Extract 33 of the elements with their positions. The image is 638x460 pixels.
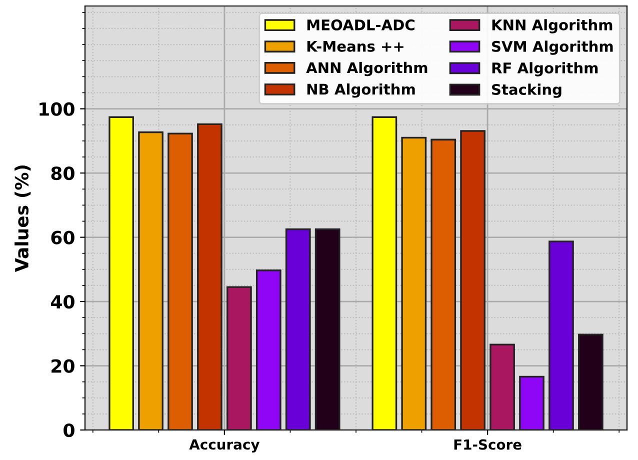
- x-tick-label: F1-Score: [454, 439, 522, 450]
- legend-label: RF Algorithm: [492, 62, 598, 76]
- bar: [138, 131, 164, 430]
- bar: [460, 130, 486, 430]
- y-tick-label: 0: [64, 423, 74, 438]
- x-tick-label: Accuracy: [189, 439, 260, 452]
- bar: [372, 116, 398, 430]
- bar: [285, 228, 311, 430]
- bar: [490, 344, 515, 430]
- legend-label: NB Algorithm: [307, 83, 415, 98]
- bar: [226, 286, 252, 430]
- bar: [256, 270, 282, 430]
- legend-label: K-Means ++: [307, 40, 404, 52]
- legend-label: SVM Algorithm: [492, 40, 613, 55]
- bar: [108, 116, 134, 430]
- legend-label: ANN Algorithm: [306, 62, 428, 76]
- bar: [168, 132, 193, 430]
- bar: [578, 334, 604, 430]
- y-tick-label: 20: [52, 359, 74, 373]
- bar: [197, 123, 222, 430]
- bar: [401, 136, 427, 430]
- legend-label: MEOADL-ADC: [307, 19, 414, 30]
- legend-label: KNN Algorithm: [492, 19, 612, 34]
- bar: [548, 240, 574, 430]
- y-tick-label: 100: [40, 102, 74, 116]
- bar: [314, 228, 340, 430]
- bar: [430, 138, 456, 430]
- y-tick-label: 60: [51, 230, 74, 244]
- y-tick-label: 40: [50, 294, 74, 309]
- bar: [519, 376, 544, 430]
- y-tick-label: 80: [51, 166, 74, 180]
- legend-label: Stacking: [492, 84, 562, 98]
- y-axis-title: Values (%): [14, 166, 31, 272]
